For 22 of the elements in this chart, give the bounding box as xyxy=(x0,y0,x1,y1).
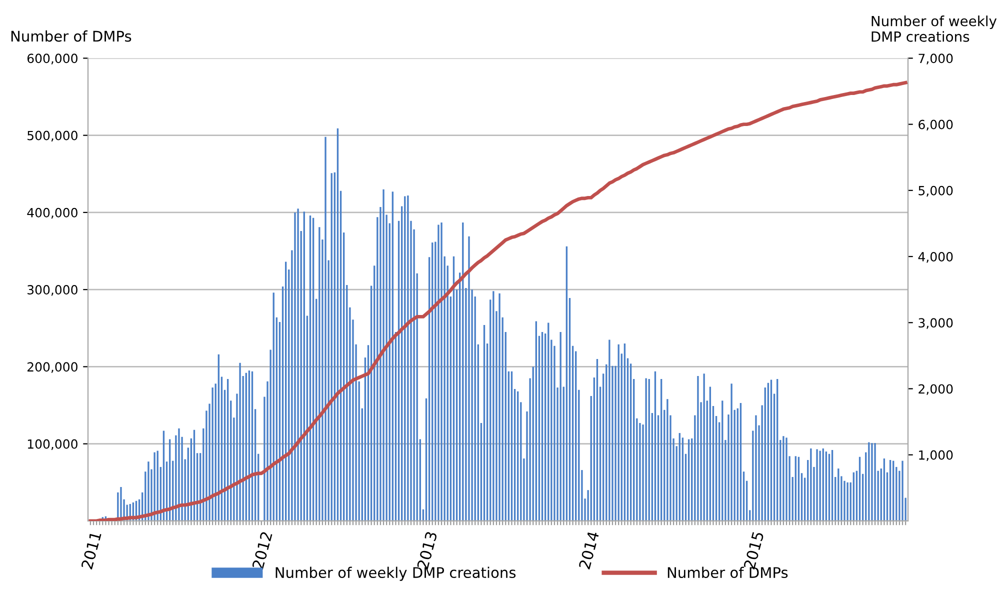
y2-tick-label: 7,000 xyxy=(918,54,953,64)
y2-tick-label: 6,000 xyxy=(918,120,953,131)
y-tick-label: 400,000 xyxy=(27,208,78,219)
y-tick-label: 100,000 xyxy=(28,439,78,450)
y-tick-label: 500,000 xyxy=(28,130,78,142)
y2-tick-label: 4,000 xyxy=(918,252,953,263)
y2-tick-label: 2,000 xyxy=(918,384,953,395)
y2-tick-label: 1,000 xyxy=(919,450,953,462)
x-tick-label: 2014 xyxy=(578,530,600,570)
y-tick-label: 600,000 xyxy=(27,54,78,64)
x-tick-label: 2012 xyxy=(252,532,272,570)
x-tick-label: 2013 xyxy=(416,531,438,570)
y2-tick-label: 3,000 xyxy=(918,318,953,329)
y-axis-title: Number of DMPs xyxy=(11,30,132,42)
legend-label: Number of weekly DMP creations xyxy=(276,566,516,581)
legend-label: Number of DMPs xyxy=(668,566,788,578)
y-tick-label: 200,000 xyxy=(28,362,78,373)
x-tick-label: 2015 xyxy=(743,531,764,570)
y-tick-label: 300,000 xyxy=(28,285,78,296)
y2-axis-title: Number of weekly DMP creations xyxy=(872,16,997,42)
y2-tick-label: 5,000 xyxy=(918,186,953,197)
x-tick-label: 2011 xyxy=(80,531,102,570)
